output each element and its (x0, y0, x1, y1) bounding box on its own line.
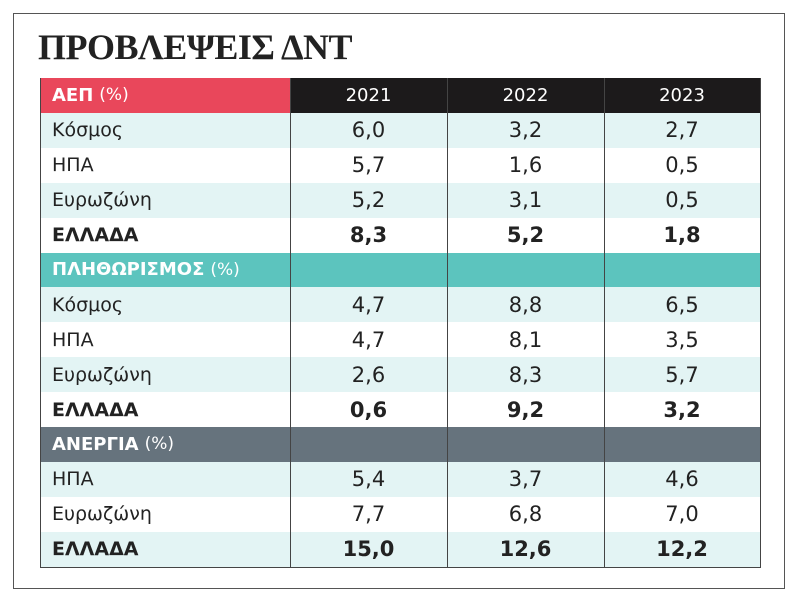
row-label: ΗΠΑ (40, 461, 290, 497)
title: ΠΡΟΒΛΕΨΕΙΣ ΔΝΤ (38, 27, 353, 67)
table-bottom (40, 566, 761, 568)
row-label: ΕΛΛΑΔΑ (40, 217, 290, 253)
value-cell: 3,1 (447, 182, 604, 218)
section-name: ΑΕΠ (52, 84, 94, 106)
row-label: ΕΛΛΑΔΑ (40, 531, 290, 567)
section-header: ΑΕΠ (%) (40, 78, 290, 113)
value-cell: 4,6 (604, 461, 760, 497)
value-cell: 2,6 (290, 357, 447, 393)
value-cell: 5,7 (604, 357, 760, 393)
column-divider (604, 78, 605, 567)
value-cell: 5,2 (290, 182, 447, 218)
column-divider (40, 78, 41, 567)
value-cell: 3,2 (604, 392, 760, 427)
section-name: ΠΛΗΘΩΡΙΣΜΟΣ (52, 259, 205, 281)
row-label: Ευρωζώνη (40, 182, 290, 218)
value-cell: 4,7 (290, 322, 447, 358)
value-cell: 6,5 (604, 287, 760, 323)
value-cell: 5,7 (290, 147, 447, 183)
row-label: Ευρωζώνη (40, 357, 290, 393)
value-cell: 0,6 (290, 392, 447, 427)
value-cell: 8,8 (447, 287, 604, 323)
section-unit: (%) (210, 259, 240, 280)
value-cell: 5,4 (290, 461, 447, 497)
value-cell: 4,7 (290, 287, 447, 323)
value-cell: 15,0 (290, 531, 447, 567)
frame (13, 13, 785, 589)
value-cell: 6,8 (447, 496, 604, 532)
column-divider (290, 78, 291, 567)
section-header: ΠΛΗΘΩΡΙΣΜΟΣ (%) (40, 252, 760, 288)
section-header: ΑΝΕΡΓΙΑ (%) (40, 427, 760, 462)
value-cell: 1,6 (447, 147, 604, 183)
value-cell: 3,2 (447, 112, 604, 148)
value-cell: 6,0 (290, 112, 447, 148)
value-cell: 0,5 (604, 182, 760, 218)
value-cell: 2,7 (604, 112, 760, 148)
value-cell: 8,3 (447, 357, 604, 393)
row-label: Κόσμος (40, 112, 290, 148)
year-header: 2023 (604, 78, 760, 113)
value-cell: 8,1 (447, 322, 604, 358)
row-label: ΗΠΑ (40, 147, 290, 183)
value-cell: 3,7 (447, 461, 604, 497)
value-cell: 7,7 (290, 496, 447, 532)
value-cell: 0,5 (604, 147, 760, 183)
value-cell: 3,5 (604, 322, 760, 358)
row-label: Ευρωζώνη (40, 496, 290, 532)
value-cell: 12,6 (447, 531, 604, 567)
section-unit: (%) (99, 85, 129, 106)
section-unit: (%) (144, 434, 175, 455)
value-cell: 9,2 (447, 392, 604, 427)
row-label: Κόσμος (40, 287, 290, 323)
value-cell: 7,0 (604, 496, 760, 532)
value-cell: 5,2 (447, 217, 604, 253)
year-header: 2021 (290, 78, 447, 113)
value-cell: 1,8 (604, 217, 760, 253)
row-label: ΗΠΑ (40, 322, 290, 358)
column-divider (760, 78, 761, 567)
value-cell: 12,2 (604, 531, 760, 567)
year-header: 2022 (447, 78, 604, 113)
column-divider (447, 78, 448, 567)
row-label: ΕΛΛΑΔΑ (40, 392, 290, 427)
value-cell: 8,3 (290, 217, 447, 253)
section-name: ΑΝΕΡΓΙΑ (52, 433, 139, 455)
